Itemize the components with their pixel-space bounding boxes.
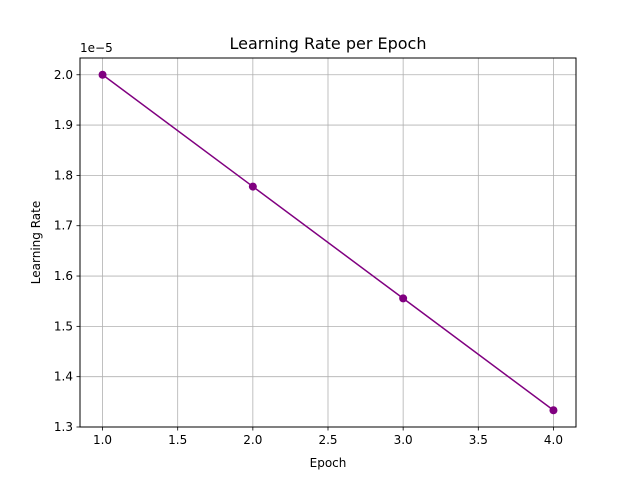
data-point: [248, 182, 257, 191]
y-axis-label: Learning Rate: [29, 201, 43, 284]
series-layer: [98, 70, 558, 415]
series-line: [102, 74, 554, 411]
x-axis-label: Epoch: [310, 456, 347, 470]
x-tick-label: 3.0: [394, 433, 413, 447]
data-point: [399, 294, 408, 303]
y-tick-label: 1.7: [54, 219, 73, 233]
y-tick-label: 1.6: [54, 269, 73, 283]
y-tick-label: 1.4: [54, 370, 73, 384]
x-tick-label: 1.5: [168, 433, 187, 447]
data-point: [98, 70, 107, 79]
y-tick-label: 1.5: [54, 319, 73, 333]
x-tick-label: 2.5: [318, 433, 337, 447]
y-axis-offset-label: 1e−5: [80, 41, 113, 55]
x-tick-label: 2.0: [243, 433, 262, 447]
grid: [80, 58, 576, 428]
y-tick-label: 1.8: [54, 168, 73, 182]
x-tick-label: 4.0: [544, 433, 563, 447]
y-tick-label: 1.3: [54, 420, 73, 434]
x-ticks: 1.0 1.5 2.0 2.5 3.0 3.5 4.0: [93, 427, 563, 447]
y-ticks: 1.3 1.4 1.5 1.6 1.7 1.8 1.9 2.0: [54, 68, 80, 434]
chart-title: Learning Rate per Epoch: [230, 34, 427, 53]
x-tick-label: 1.0: [93, 433, 112, 447]
y-tick-label: 2.0: [54, 68, 73, 82]
x-tick-label: 3.5: [469, 433, 488, 447]
y-tick-label: 1.9: [54, 118, 73, 132]
data-point: [549, 406, 558, 415]
